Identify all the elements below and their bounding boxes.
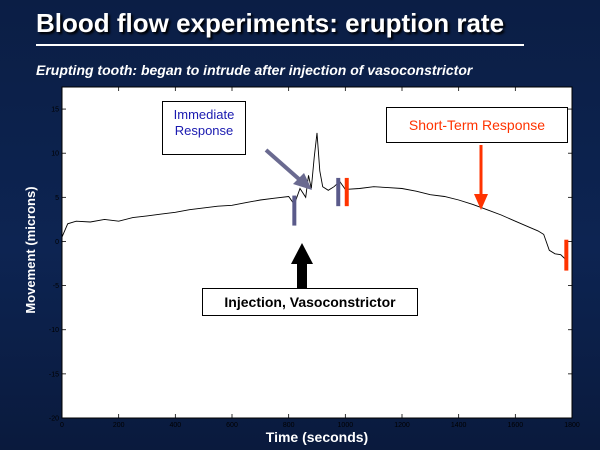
- short-term-arrow-head: [474, 194, 488, 210]
- x-tick-label: 200: [113, 422, 125, 429]
- movement-series-line: [61, 132, 567, 261]
- event-markers: [292, 177, 569, 271]
- y-axis-label-wrap: Movement (microns): [22, 100, 42, 400]
- y-tick-label: 15: [51, 107, 59, 114]
- slide-subtitle: Erupting tooth: began to intrude after i…: [36, 62, 473, 78]
- y-axis-ticks: -20 -15 -10 -5 0 5 10 15: [49, 107, 572, 423]
- y-tick-label: -20: [49, 416, 59, 423]
- x-tick-label: 800: [283, 422, 295, 429]
- y-axis-label: Movement (microns): [23, 186, 38, 314]
- y-tick-label: -15: [49, 371, 59, 378]
- x-tick-label: 1200: [394, 422, 410, 429]
- slide-title: Blood flow experiments: eruption rate: [36, 8, 505, 38]
- x-tick-label: 1400: [451, 422, 467, 429]
- x-tick-label: 1000: [338, 422, 354, 429]
- y-tick-label: 10: [51, 151, 59, 158]
- y-tick-label: 5: [55, 195, 59, 202]
- injection-arrow-head: [291, 243, 313, 264]
- x-tick-label: 0: [60, 422, 64, 429]
- immediate-arrow-head: [293, 173, 312, 190]
- x-tick-label: 1600: [508, 422, 524, 429]
- immediate-response-line-1: Immediate: [173, 107, 235, 122]
- y-tick-label: -10: [49, 327, 59, 334]
- immediate-response-line-2: Response: [174, 123, 234, 138]
- x-tick-label: 1800: [564, 422, 580, 429]
- injection-callout: Injection, Vasoconstrictor: [202, 288, 418, 316]
- annotation-arrows: [264, 145, 488, 288]
- x-axis-ticks: 0 200 400 600 800 1000 1200 1400 1600 1800: [60, 87, 580, 429]
- x-axis-label: Time (seconds): [265, 429, 369, 445]
- x-tick-label: 400: [169, 422, 181, 429]
- immediate-response-callout: Immediate Response: [162, 101, 246, 155]
- x-tick-label: 600: [226, 422, 238, 429]
- y-tick-label: 0: [55, 239, 59, 246]
- title-underline: [36, 44, 524, 46]
- immediate-arrow-shaft: [264, 148, 302, 182]
- y-tick-label: -5: [53, 283, 59, 290]
- injection-arrow-shaft: [297, 262, 307, 288]
- short-term-response-callout: Short-Term Response: [386, 107, 568, 143]
